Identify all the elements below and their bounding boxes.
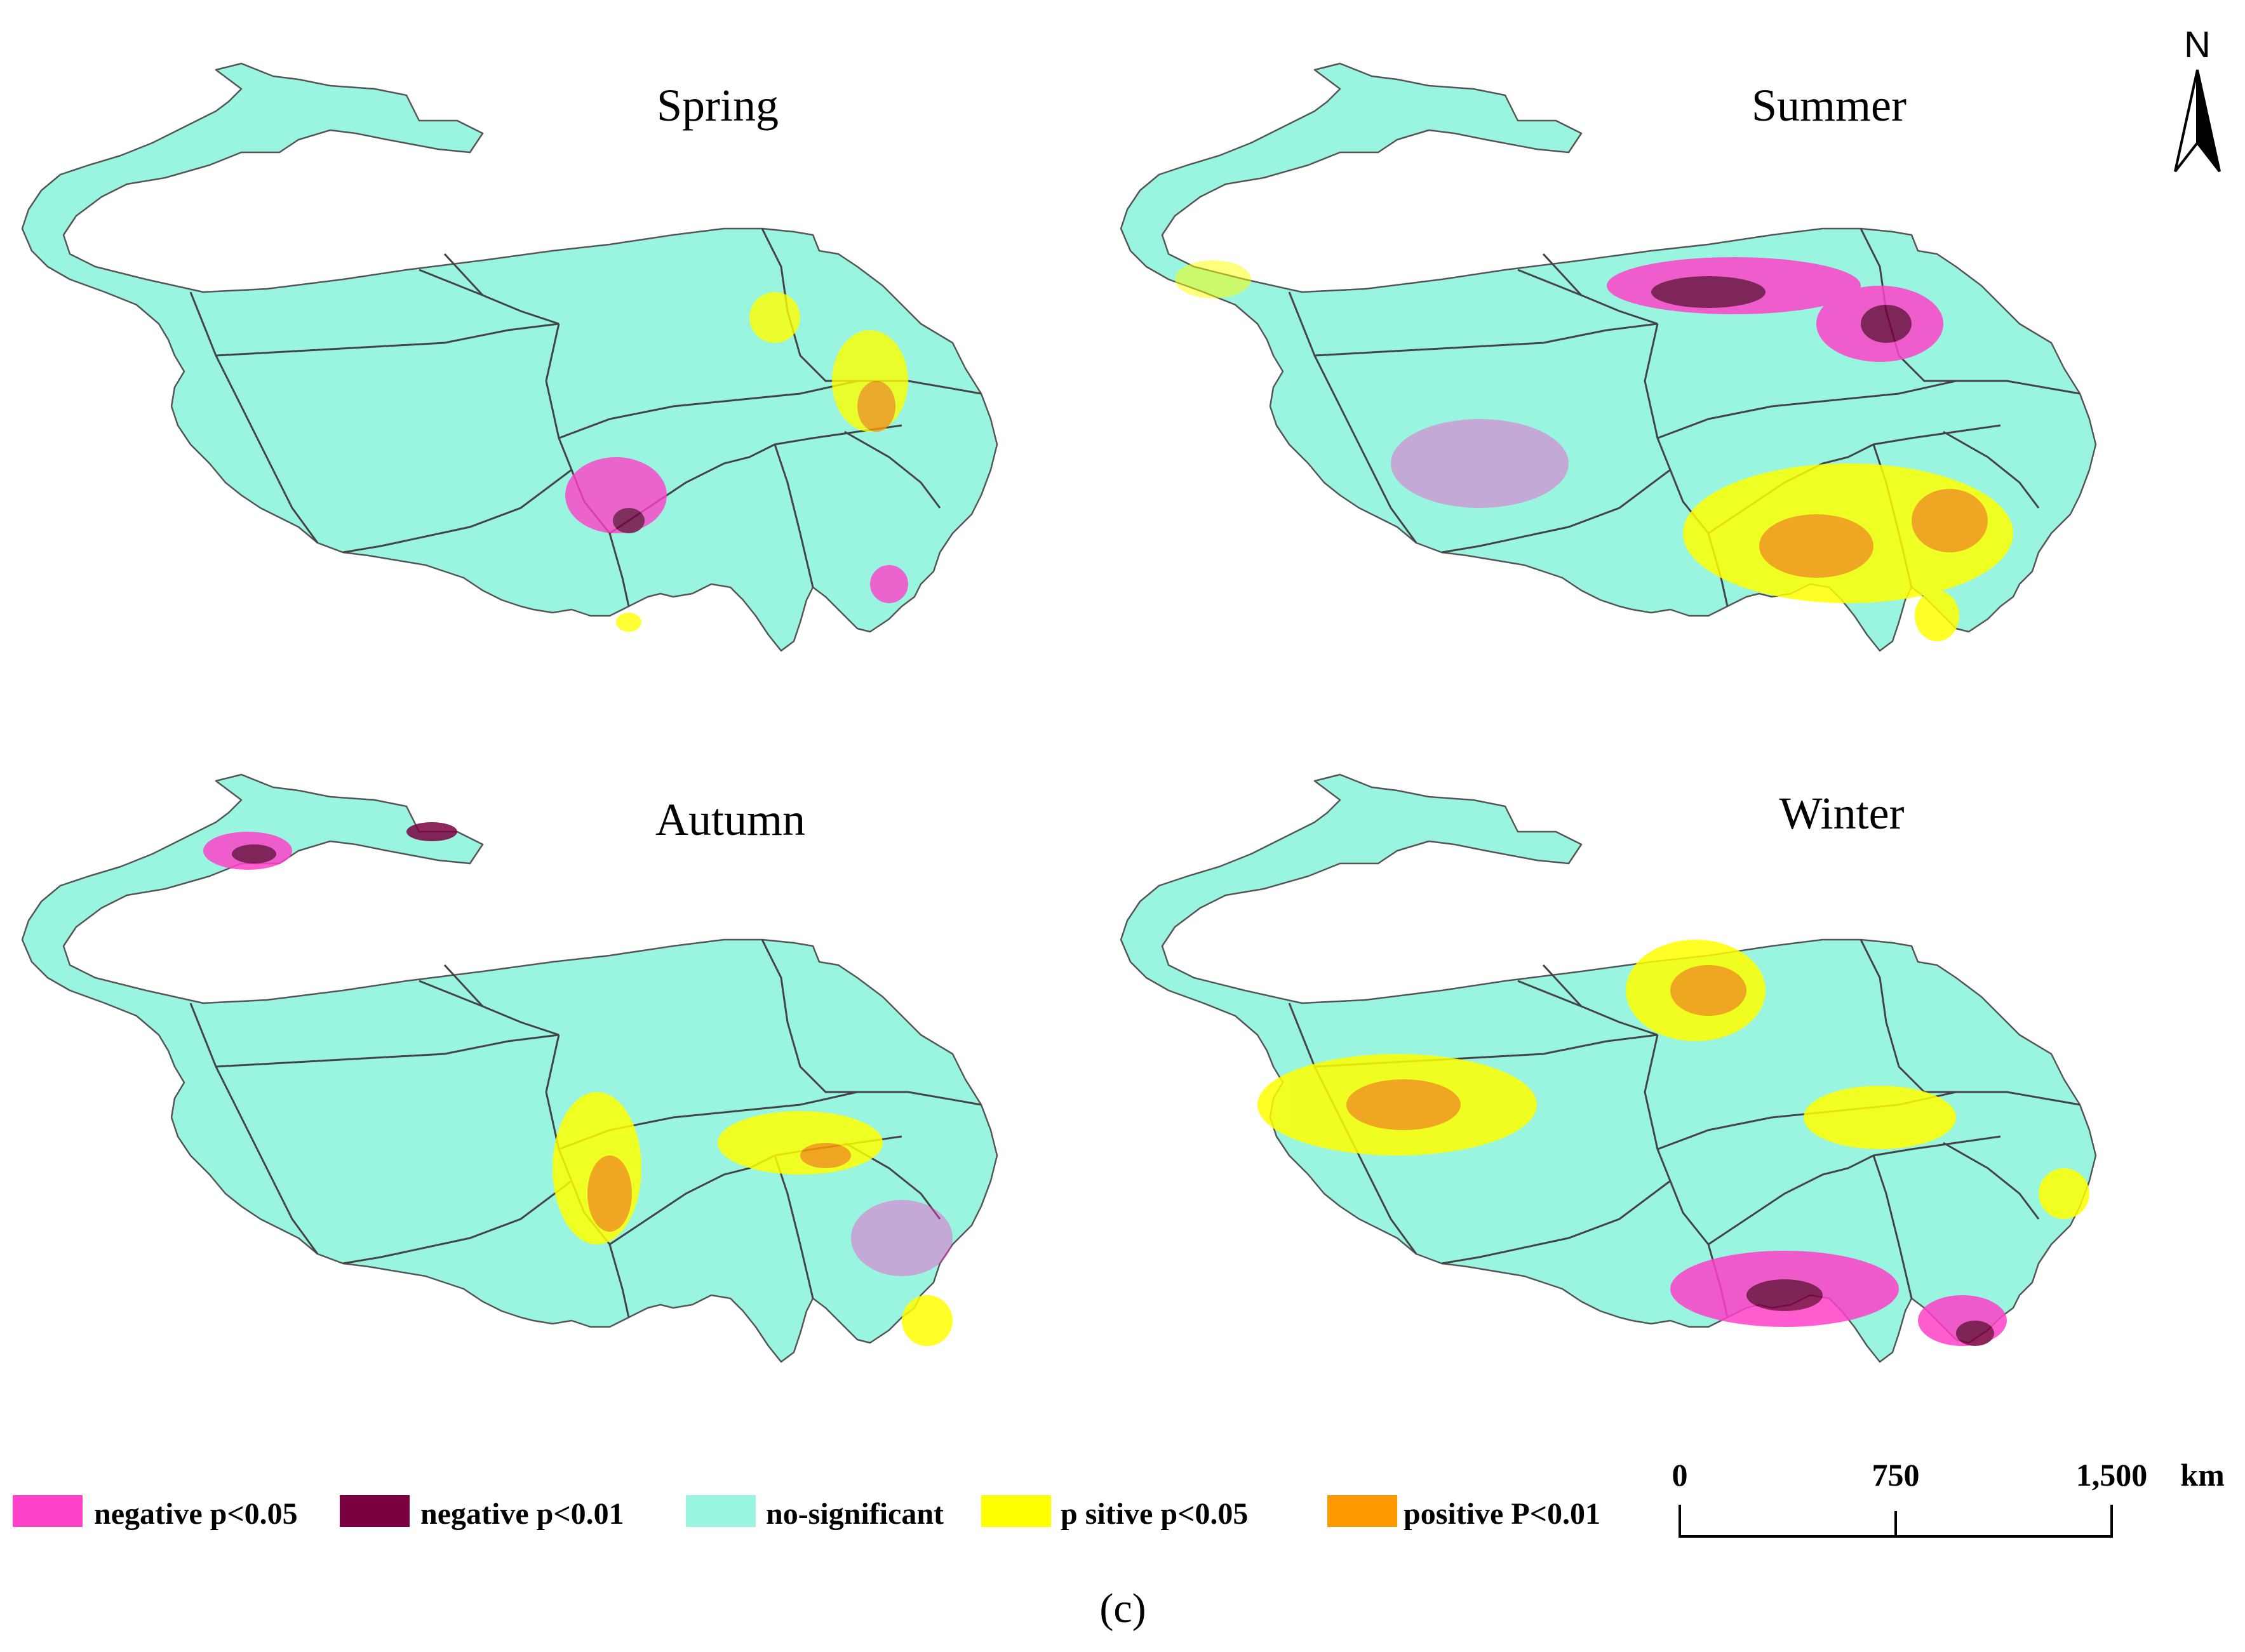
signal-patches-summer [1175, 257, 2013, 641]
plateau-map-autumn [21, 773, 998, 1363]
north-arrow-icon [2174, 69, 2199, 173]
legend-label-no-significant: no-significant [766, 1497, 944, 1531]
legend-swatch-positive-005 [981, 1495, 1051, 1527]
plateau-map-winter [1120, 773, 2097, 1363]
scale-line [1679, 1505, 2113, 1538]
scale-tick-0: 0 [1672, 1457, 1688, 1493]
legend-swatch-no-significant [686, 1495, 756, 1527]
map-panel-winter: Winter [1120, 773, 2097, 1363]
scale-unit: km [2180, 1457, 2224, 1493]
legend-label-positive-005: p sitive p<0.05 [1061, 1497, 1248, 1531]
panel-title-winter: Winter [1779, 788, 1904, 839]
scale-bar: 0 750 1,500 km [1672, 1457, 2225, 1538]
signal-patches-spring [565, 292, 908, 632]
scale-tick-750: 750 [1872, 1457, 1920, 1493]
legend-label-negative-005: negative p<0.05 [94, 1497, 298, 1531]
signal-patches-autumn [203, 822, 953, 1346]
legend-swatch-negative-001 [340, 1495, 410, 1527]
legend-label-positive-001: positive P<0.01 [1404, 1497, 1600, 1531]
figure-caption: (c) [1099, 1585, 1146, 1632]
panel-title-autumn: Autumn [655, 794, 805, 845]
legend: negative p<0.05 negative p<0.01 no-signi… [13, 1495, 1600, 1531]
scale-tick-1500: 1,500 [2076, 1457, 2148, 1493]
panel-title-spring: Spring [657, 80, 779, 131]
legend-label-negative-001: negative p<0.01 [420, 1497, 624, 1531]
north-label: N [2184, 24, 2211, 65]
legend-swatch-negative-005 [13, 1495, 83, 1527]
map-panel-spring: Spring [21, 62, 998, 652]
map-panel-summer: Summer [1120, 62, 2097, 652]
panel-title-summer: Summer [1752, 80, 1907, 131]
north-arrow: N [2174, 24, 2221, 173]
signal-patches-winter [1257, 940, 2089, 1346]
legend-swatch-positive-001 [1327, 1495, 1397, 1527]
map-panel-autumn: Autumn [21, 773, 998, 1363]
